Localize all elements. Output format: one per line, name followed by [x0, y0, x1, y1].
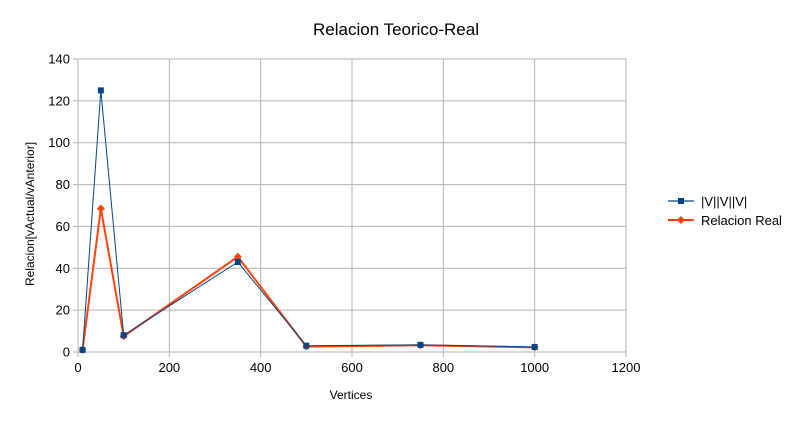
x-tick-label: 0 — [74, 360, 81, 375]
legend: |V||V||V| Relacion Real — [668, 194, 782, 228]
grid — [77, 58, 627, 353]
x-tick-label: 1000 — [520, 360, 549, 375]
y-tick-label: 60 — [56, 219, 70, 234]
series-1-point — [531, 343, 538, 350]
legend-label-2: Relacion Real — [701, 213, 782, 228]
series-1-point — [120, 332, 127, 339]
legend-marker-2 — [677, 216, 685, 224]
series-1-point — [79, 346, 86, 353]
series-1-line — [82, 90, 535, 350]
y-tick-label: 80 — [56, 177, 70, 192]
axes: 0 20 40 60 80 100 120 140 0 200 400 600 800 1000 1200 — [48, 52, 640, 376]
x-tick-label: 400 — [250, 360, 272, 375]
x-tick-label: 800 — [432, 360, 454, 375]
y-tick-label: 20 — [56, 303, 70, 318]
series-1 — [79, 87, 538, 353]
series-1-point — [303, 342, 310, 349]
plot-area-border — [77, 58, 627, 353]
series-1-point — [417, 341, 424, 348]
series-1-point — [97, 87, 104, 94]
series-1-point — [234, 259, 241, 266]
legend-label-1: |V||V||V| — [701, 194, 747, 209]
series-layer — [78, 87, 539, 354]
legend-marker-1 — [678, 198, 684, 204]
y-tick-label: 120 — [48, 93, 70, 108]
y-tick-label: 40 — [56, 261, 70, 276]
y-axis-title: Relacion[vActual/vAnterior] — [23, 142, 37, 286]
y-tick-label: 140 — [48, 52, 70, 67]
x-axis-title: Vertices — [330, 388, 373, 402]
y-tick-label: 100 — [48, 135, 70, 150]
series-2-point — [233, 252, 242, 261]
series-2-line — [81, 208, 535, 351]
series-2-point — [96, 204, 105, 213]
x-tick-label: 200 — [158, 360, 180, 375]
chart-title: Relacion Teorico-Real — [313, 20, 479, 39]
x-tick-label: 1200 — [612, 360, 641, 375]
y-tick-label: 0 — [63, 345, 70, 360]
x-tick-label: 600 — [341, 360, 363, 375]
series-2 — [78, 204, 539, 354]
